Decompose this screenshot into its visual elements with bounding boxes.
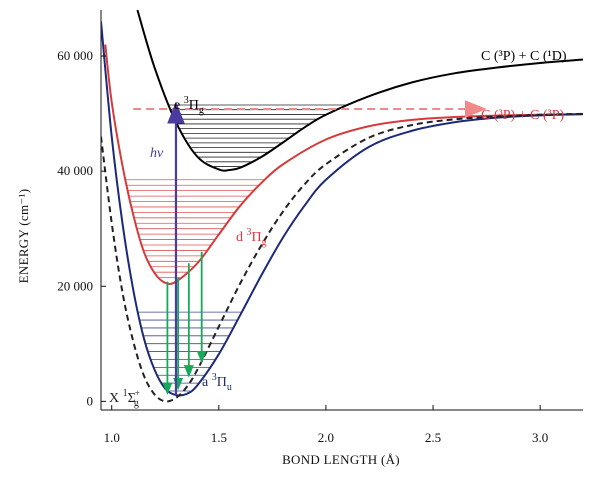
y-axis-title: ENERGY (cm⁻¹)	[16, 189, 31, 284]
x-tick-label: 2.0	[318, 430, 334, 445]
potential-curve	[104, 44, 583, 285]
potential-curve	[101, 21, 583, 397]
asymptote-label-excited: C (³P) + C (³P)	[481, 108, 565, 123]
x-tick-label: 1.5	[211, 430, 227, 445]
vibrational-levels	[125, 104, 349, 392]
potential-curves	[101, 9, 583, 403]
potential-curve	[101, 112, 583, 403]
y-tick-label: 0	[87, 393, 94, 408]
photon-label: hν	[150, 146, 164, 161]
state-label-d3pig: d 3Πg	[236, 227, 267, 248]
asymptote-label-ground: C (³P) + C (¹D)	[481, 49, 567, 64]
y-tick-label: 20 000	[57, 278, 93, 293]
x-tick-label: 2.5	[425, 430, 441, 445]
potential-curve	[136, 9, 583, 172]
state-label-e3pig: e 3Πg	[174, 95, 204, 116]
x-tick-label: 3.0	[532, 430, 548, 445]
state-label-x1sigmag: X 1Σ+ g	[109, 388, 140, 409]
state-label-a3piu: a 3Πu	[202, 372, 232, 393]
axis-ticks: 1.0 1.5 2.0 2.5 3.0 0 20 000 40 000 60 000	[57, 48, 548, 445]
transition-arrows	[133, 100, 487, 396]
x-axis-title: BOND LENGTH (Å)	[282, 452, 400, 467]
x-tick-label: 1.0	[104, 430, 120, 445]
y-tick-label: 60 000	[57, 48, 93, 63]
y-tick-label: 40 000	[57, 163, 93, 178]
